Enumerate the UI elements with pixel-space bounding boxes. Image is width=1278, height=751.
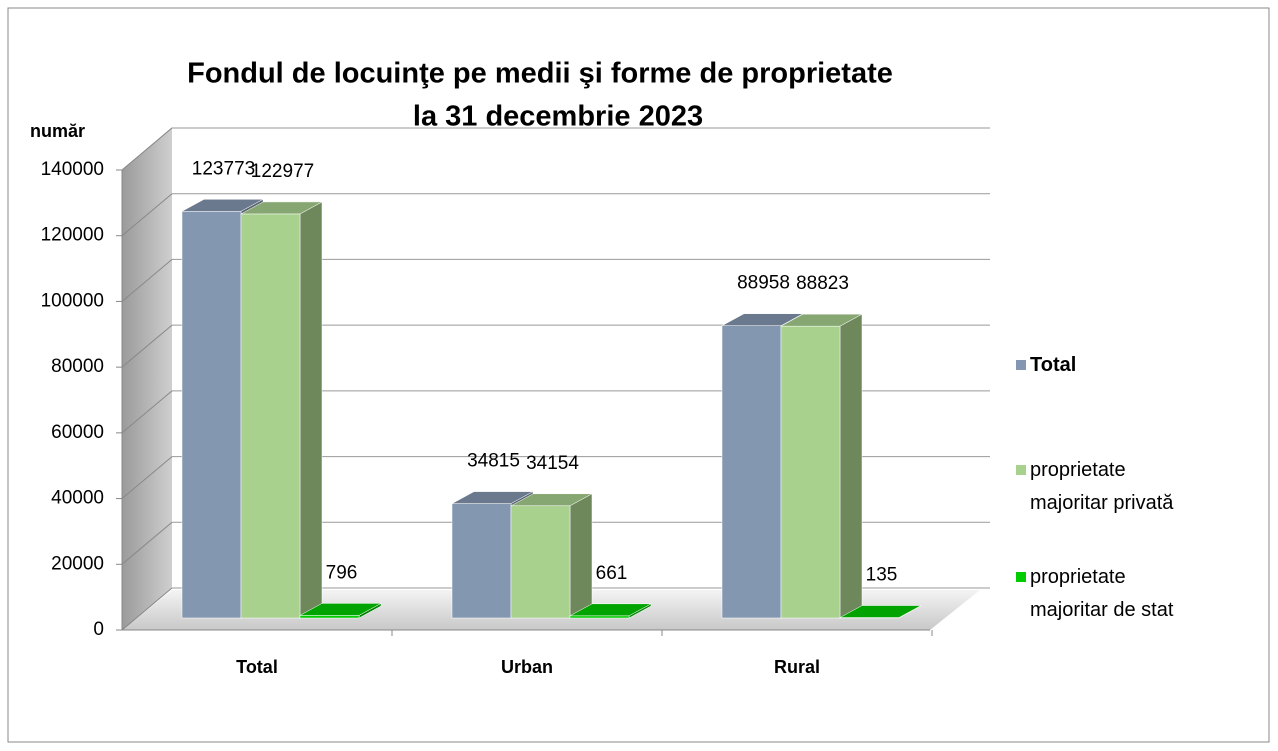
grid-line [121, 127, 173, 171]
bar-top [569, 603, 652, 617]
bar-top [721, 313, 804, 326]
bar-side [299, 201, 323, 619]
legend-swatch [1016, 465, 1026, 475]
grid-line [121, 587, 173, 631]
legend-label: Total [1030, 354, 1077, 376]
bar-front [780, 325, 841, 619]
data-label: 796 [326, 562, 358, 583]
x-tick-label: Urban [501, 657, 553, 677]
x-tick-label: Rural [774, 657, 820, 677]
bar-top [510, 493, 593, 507]
data-label: 88823 [796, 273, 849, 294]
data-label: 661 [596, 563, 628, 584]
bar-top [240, 201, 323, 215]
y-tick-label: 40000 [51, 488, 104, 509]
bar [510, 493, 593, 619]
legend-item: proprietate majoritar de stat [1016, 561, 1180, 627]
legend-item: proprietate majoritar privată [1016, 454, 1180, 520]
grid-line [121, 324, 173, 368]
grid-line [121, 193, 173, 237]
data-label: 88958 [737, 273, 790, 294]
bar-top [299, 603, 382, 616]
bar-front [181, 211, 242, 619]
data-label: 135 [866, 565, 898, 586]
bar-top [181, 199, 264, 212]
bar-front [510, 505, 571, 619]
bar-side [569, 493, 593, 619]
bar [839, 605, 922, 619]
y-tick-label: 100000 [41, 290, 104, 311]
chart-title: la 31 decembrie 2023 [413, 101, 703, 133]
bar-top [780, 313, 863, 327]
bar [299, 602, 382, 619]
bar-front [240, 213, 301, 619]
bar [780, 313, 863, 619]
bar-front [569, 615, 630, 619]
y-axis-label: număr [30, 121, 85, 141]
bar-top [451, 491, 534, 504]
bar-top [839, 605, 922, 618]
legend-label: proprietate majoritar de stat [1030, 566, 1174, 621]
side-wall [122, 127, 172, 630]
x-tick-label: Total [236, 657, 278, 677]
data-label: 122977 [251, 161, 314, 182]
legend-swatch [1016, 360, 1026, 370]
bar [240, 201, 323, 619]
legend-label: proprietate majoritar privată [1030, 459, 1174, 514]
y-tick-label: 80000 [51, 356, 104, 377]
grid-line [121, 456, 173, 499]
y-tick-label: 120000 [41, 225, 104, 246]
bar [569, 603, 652, 619]
chart-title: Fondul de locuinţe pe medii şi forme de … [187, 58, 893, 90]
data-label: 34815 [467, 451, 520, 472]
y-tick-label: 20000 [51, 553, 104, 574]
bar-front [299, 615, 360, 619]
grid-line [121, 521, 173, 565]
bar-side [839, 313, 863, 619]
grid-line [121, 390, 173, 434]
grid-line [121, 259, 173, 302]
y-tick-label: 140000 [41, 159, 104, 180]
legend-swatch [1016, 572, 1026, 582]
y-tick-label: 60000 [51, 422, 104, 443]
data-label: 34154 [526, 453, 579, 474]
data-label: 123773 [192, 158, 255, 179]
legend-item: Total [1016, 349, 1180, 382]
y-tick-label: 0 [93, 619, 104, 640]
bar-front [451, 503, 512, 619]
bar-front [721, 325, 782, 619]
